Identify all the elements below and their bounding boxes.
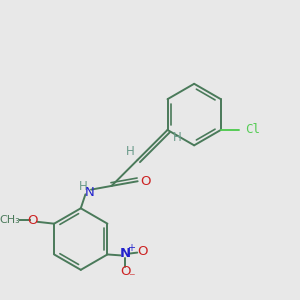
Text: H: H — [126, 145, 135, 158]
Text: O: O — [27, 214, 38, 227]
Text: +: + — [127, 243, 135, 253]
Text: N: N — [84, 186, 94, 199]
Text: H: H — [79, 180, 88, 193]
Text: O: O — [120, 265, 130, 278]
Text: H: H — [172, 131, 181, 144]
Text: Cl: Cl — [245, 123, 260, 136]
Text: N: N — [120, 247, 131, 260]
Text: CH₃: CH₃ — [0, 215, 20, 225]
Text: O: O — [140, 175, 150, 188]
Text: ⁻: ⁻ — [128, 271, 135, 284]
Text: O: O — [138, 245, 148, 258]
